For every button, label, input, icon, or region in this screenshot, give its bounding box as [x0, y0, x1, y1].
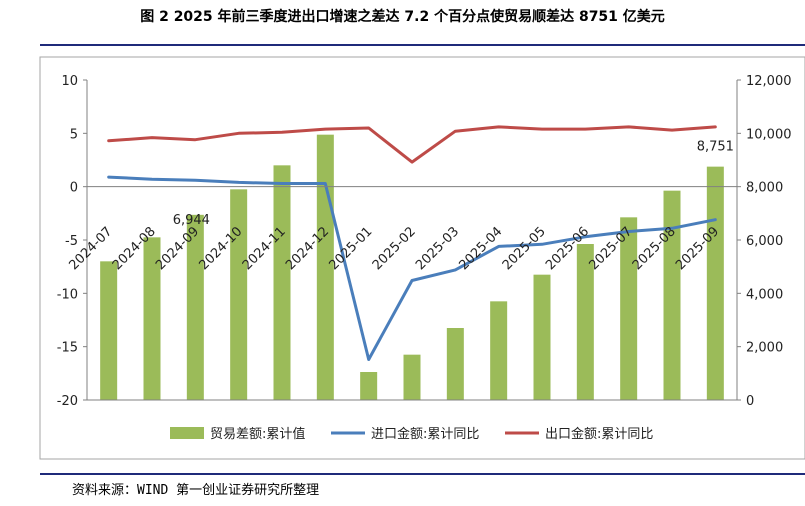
- trade-balance-bar: [143, 237, 161, 400]
- right-tick-label: 4,000: [746, 287, 783, 302]
- bar-data-label: 6,944: [173, 213, 210, 228]
- trade-balance-bar: [706, 166, 724, 400]
- left-tick-label: 0: [70, 181, 78, 196]
- legend-label: 贸易差额:累计值: [210, 426, 305, 442]
- left-tick-label: -15: [57, 341, 78, 356]
- legend-label: 进口金额:累计同比: [371, 426, 479, 442]
- source-note: 资料来源：WIND 第一创业证券研究所整理: [72, 483, 320, 498]
- trade-balance-bar: [663, 190, 681, 400]
- right-tick-label: 12,000: [746, 74, 792, 89]
- right-tick-label: 2,000: [746, 341, 783, 356]
- figure-title: 图 2 2025 年前三季度进出口增速之差达 7.2 个百分点使贸易顺差达 87…: [140, 9, 665, 25]
- data-labels: 6,944 8,751: [173, 140, 734, 228]
- left-tick-label: -5: [65, 234, 78, 249]
- export-yoy-line: [107, 125, 717, 164]
- trade-balance-bar: [533, 274, 551, 400]
- legend-label: 出口金额:累计同比: [545, 426, 653, 442]
- bar-data-label: 8,751: [697, 140, 734, 155]
- bar-series: [100, 134, 724, 400]
- left-tick-label: 10: [61, 74, 78, 89]
- legend-swatch-bar: [170, 427, 204, 439]
- trade-balance-bar: [576, 244, 594, 400]
- trade-balance-bar: [273, 165, 291, 400]
- trade-balance-bar: [230, 189, 248, 400]
- bottom-divider: [40, 473, 805, 475]
- trade-balance-bar: [446, 328, 464, 400]
- left-tick-label: -20: [57, 394, 78, 409]
- left-tick-label: 5: [70, 127, 78, 142]
- line-series: [107, 125, 717, 361]
- trade-balance-bar: [100, 261, 118, 400]
- trade-balance-bar: [490, 301, 508, 400]
- trade-balance-bar: [360, 372, 378, 400]
- left-tick-label: -10: [57, 287, 78, 302]
- import-yoy-line: [107, 175, 717, 361]
- right-tick-label: 0: [746, 394, 754, 409]
- right-tick-label: 6,000: [746, 234, 783, 249]
- trade-balance-bar: [403, 354, 421, 400]
- chart-legend: 贸易差额:累计值 进口金额:累计同比 出口金额:累计同比: [170, 426, 653, 442]
- top-divider: [40, 44, 805, 46]
- right-tick-label: 8,000: [746, 181, 783, 196]
- combo-chart: 10 5 0 -5 -10 -15 -20 12,000 10,000 8,000 6,000 4,0…: [39, 56, 805, 460]
- right-tick-label: 10,000: [746, 127, 792, 142]
- trade-balance-bar: [620, 217, 638, 400]
- trade-balance-bar: [186, 214, 204, 400]
